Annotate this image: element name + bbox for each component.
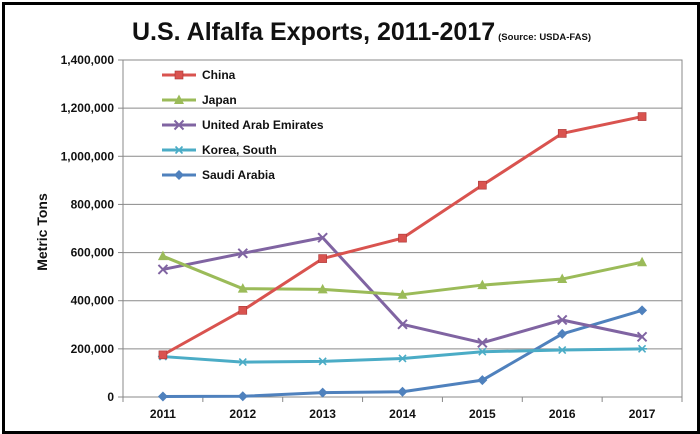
legend-item-korea-south: Korea, South xyxy=(162,143,277,157)
legend-label-united-arab-emirates: United Arab Emirates xyxy=(202,118,324,132)
legend-marker-china xyxy=(174,70,184,80)
x-tick-label-2017: 2017 xyxy=(629,407,656,421)
legend-item-china: China xyxy=(162,68,236,82)
legend-label-saudi-arabia: Saudi Arabia xyxy=(202,168,275,182)
y-tick-label-6: 1,200,000 xyxy=(61,101,115,115)
y-tick-label-3: 600,000 xyxy=(71,246,115,260)
chart-title-main: U.S. Alfalfa Exports, 2011-2017 xyxy=(132,18,495,46)
y-tick-label-5: 1,000,000 xyxy=(61,149,115,163)
legend-label-china: China xyxy=(202,68,236,82)
point-korea-south-2012 xyxy=(237,358,248,367)
legend-label-korea-south: Korea, South xyxy=(202,143,277,157)
point-china-2013 xyxy=(318,254,327,263)
x-axis-ticks: 2011 2012 2013 2014 2015 2016 2017 xyxy=(122,397,683,421)
point-united-arab-emirates-2014 xyxy=(397,319,408,330)
y-tick-label-0: 0 xyxy=(107,390,114,404)
legend-item-united-arab-emirates: United Arab Emirates xyxy=(162,118,324,132)
x-tick-label-2014: 2014 xyxy=(389,407,416,421)
point-saudi-arabia-2013 xyxy=(317,387,328,398)
point-korea-south-2015 xyxy=(477,347,488,356)
y-tick-label-4: 800,000 xyxy=(71,197,115,211)
y-axis-label: Metric Tons xyxy=(34,193,50,271)
point-saudi-arabia-2014 xyxy=(397,386,408,397)
point-china-2014 xyxy=(398,233,407,243)
point-united-arab-emirates-2017 xyxy=(636,331,648,343)
point-japan-2015 xyxy=(477,279,488,290)
legend-label-japan: Japan xyxy=(202,93,237,107)
y-tick-label-7: 1,400,000 xyxy=(61,53,115,67)
x-tick-label-2015: 2015 xyxy=(469,407,496,421)
legend-marker-korea-south xyxy=(174,145,184,155)
point-china-2015 xyxy=(478,180,487,190)
series-japan xyxy=(157,250,648,299)
legend-item-japan: Japan xyxy=(162,93,237,107)
point-saudi-arabia-2011 xyxy=(157,391,168,402)
series-layer xyxy=(157,112,648,402)
point-japan-2017 xyxy=(637,256,648,267)
point-korea-south-2016 xyxy=(557,345,568,355)
series-line-japan xyxy=(162,254,643,297)
series-line-korea-south xyxy=(162,347,643,364)
series-united-arab-emirates xyxy=(157,232,648,349)
point-united-arab-emirates-2015 xyxy=(477,337,488,349)
series-korea-south xyxy=(157,344,648,367)
legend: China Japan United Arab Emirates Korea, Sou… xyxy=(162,68,324,182)
point-saudi-arabia-2015 xyxy=(477,375,488,386)
point-china-2016 xyxy=(557,129,567,138)
y-tick-label-2: 400,000 xyxy=(71,294,115,308)
x-tick-label-2012: 2012 xyxy=(229,407,256,421)
point-united-arab-emirates-2016 xyxy=(557,314,568,326)
point-korea-south-2017 xyxy=(637,344,648,353)
plot-area xyxy=(122,59,683,398)
point-japan-2014 xyxy=(397,289,408,299)
chart-source-note: (Source: USDA-FAS) xyxy=(498,32,591,43)
point-saudi-arabia-2017 xyxy=(637,305,648,316)
legend-marker-japan xyxy=(174,94,184,104)
point-japan-2013 xyxy=(317,283,328,294)
point-korea-south-2014 xyxy=(397,354,408,363)
point-china-2012 xyxy=(238,306,248,315)
x-tick-label-2011: 2011 xyxy=(150,407,176,421)
point-japan-2011 xyxy=(157,250,168,261)
legend-marker-united-arab-emirates xyxy=(173,119,185,131)
point-china-2011 xyxy=(158,350,168,360)
y-axis-ticks: 0 200,000 400,000 600,000 800,000 1,000,000 1,… xyxy=(61,53,123,404)
series-china xyxy=(158,112,647,360)
point-china-2017 xyxy=(637,112,647,121)
x-tick-label-2016: 2016 xyxy=(549,407,576,421)
point-united-arab-emirates-2013 xyxy=(317,232,328,243)
x-tick-label-2013: 2013 xyxy=(309,407,336,421)
point-saudi-arabia-2016 xyxy=(557,328,568,339)
point-united-arab-emirates-2012 xyxy=(237,248,248,259)
point-japan-2012 xyxy=(237,283,248,293)
legend-item-saudi-arabia: Saudi Arabia xyxy=(162,168,275,182)
point-united-arab-emirates-2011 xyxy=(157,264,169,275)
y-tick-label-1: 200,000 xyxy=(71,342,115,356)
chart-title: U.S. Alfalfa Exports, 2011-2017 (Source: … xyxy=(132,18,591,46)
series-saudi-arabia xyxy=(157,305,648,402)
point-korea-south-2013 xyxy=(317,357,328,366)
point-japan-2016 xyxy=(557,273,568,284)
point-saudi-arabia-2012 xyxy=(237,391,248,402)
legend-marker-saudi-arabia xyxy=(174,170,184,180)
